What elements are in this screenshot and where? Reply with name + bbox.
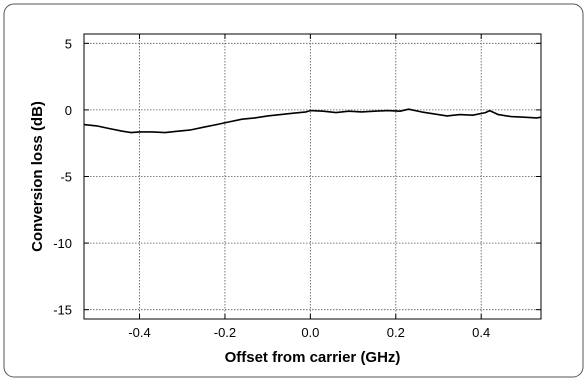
- y-axis-title: Conversion loss (dB): [29, 101, 46, 252]
- series-layer: [83, 108, 542, 134]
- x-tick-label: -0.4: [128, 325, 150, 340]
- x-tick-label: 0.2: [387, 325, 405, 340]
- plot-area: [83, 33, 542, 320]
- x-tick-label: 0.0: [301, 325, 319, 340]
- y-tick-label: 5: [65, 36, 72, 51]
- x-tick-label: -0.2: [214, 325, 236, 340]
- y-tick-label: 0: [65, 103, 72, 118]
- x-axis-title: Offset from carrier (GHz): [225, 349, 401, 366]
- chart-border: [3, 3, 584, 378]
- series-line: [83, 108, 542, 134]
- y-tick-label: -5: [60, 170, 72, 185]
- y-tick-label: -10: [53, 236, 72, 251]
- tick-labels: -0.4 -0.2 0.0 0.2 0.4 5 0 -5 -10 -15: [53, 36, 490, 340]
- y-tick-label: -15: [53, 303, 72, 318]
- x-tick-label: 0.4: [472, 325, 490, 340]
